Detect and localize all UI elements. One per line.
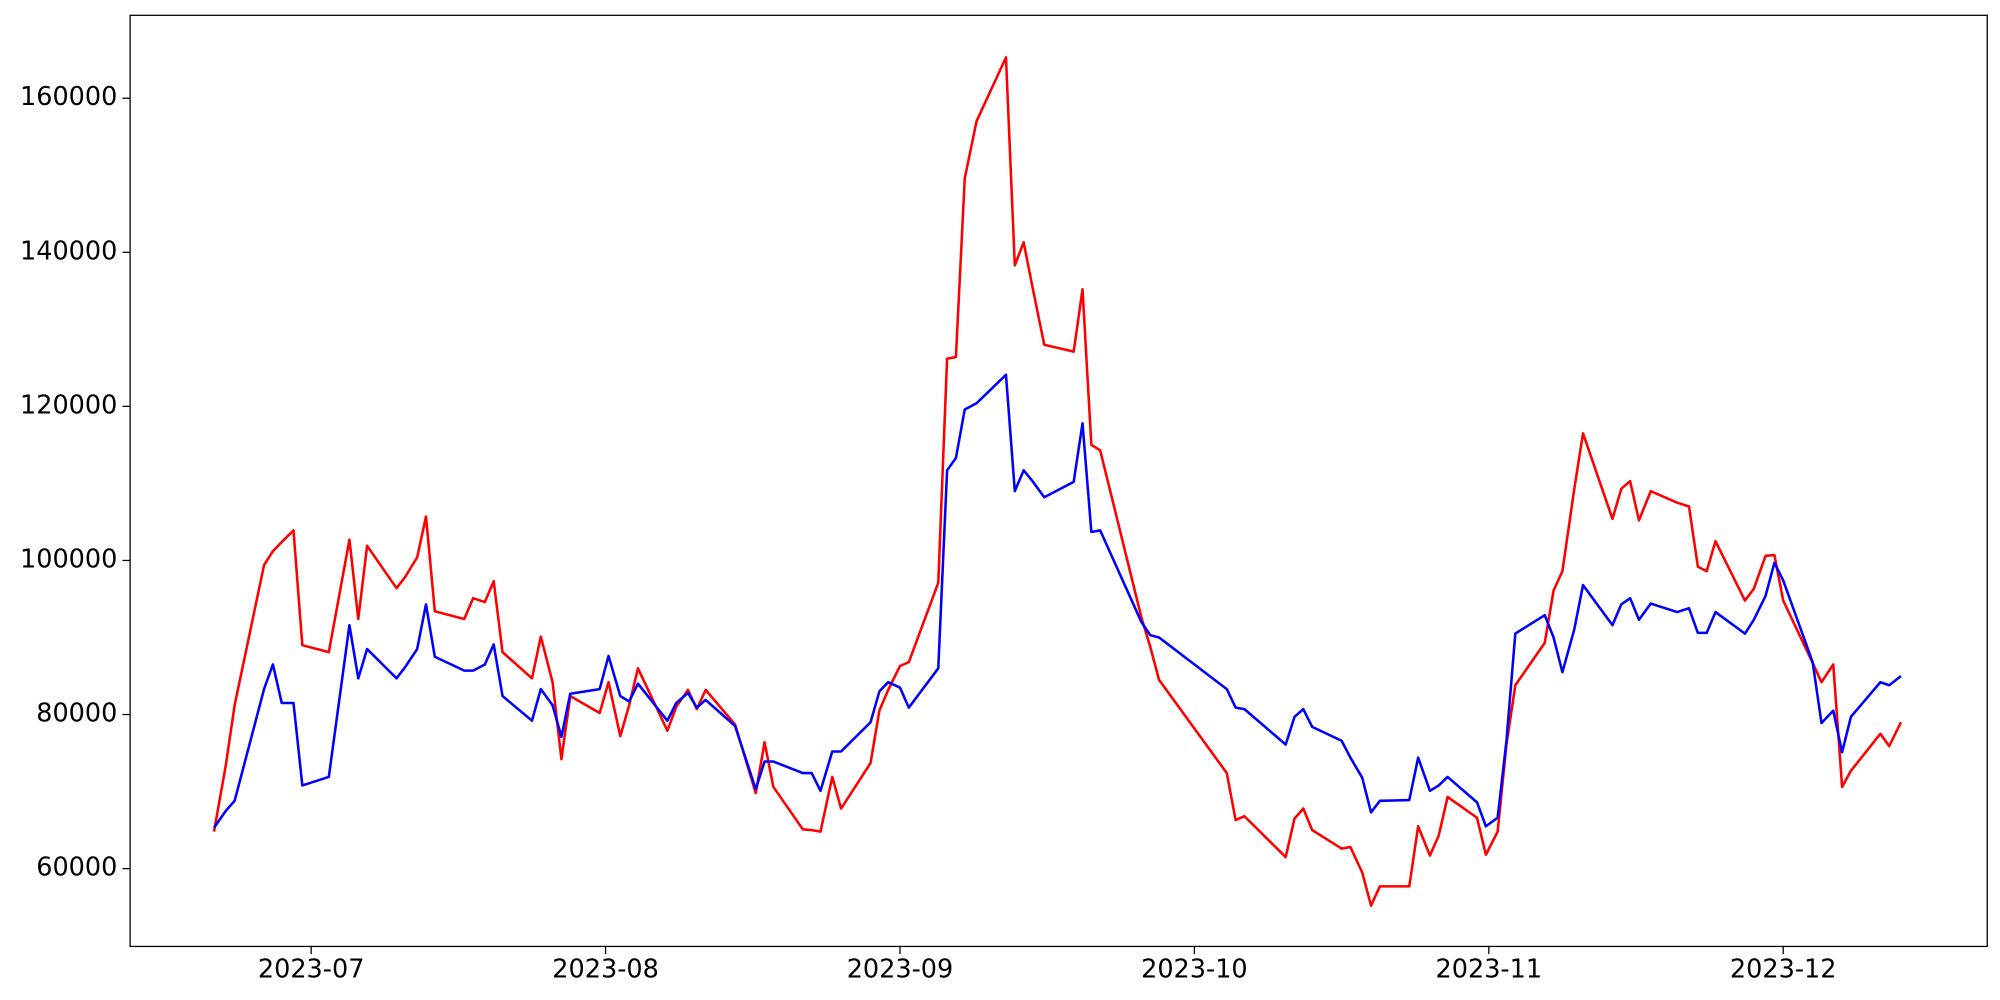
- y-tick-label: 140000: [20, 236, 117, 266]
- line-series: [212, 373, 1902, 829]
- x-tick-label: 2023-09: [847, 955, 954, 985]
- x-tick-label: 2023-12: [1730, 955, 1837, 985]
- x-tick-label: 2023-07: [258, 955, 365, 985]
- y-tick-label: 80000: [36, 699, 117, 729]
- plot-frame: [129, 14, 1988, 948]
- y-tick-label: 60000: [36, 853, 117, 883]
- y-tick-label: 120000: [20, 390, 117, 420]
- x-tick-label: 2023-10: [1141, 955, 1248, 985]
- y-tick-label: 100000: [20, 544, 117, 574]
- x-tick-label: 2023-11: [1436, 955, 1543, 985]
- y-tick-label: 160000: [20, 82, 117, 112]
- line-series: [212, 56, 1903, 907]
- x-tick-label: 2023-08: [552, 955, 659, 985]
